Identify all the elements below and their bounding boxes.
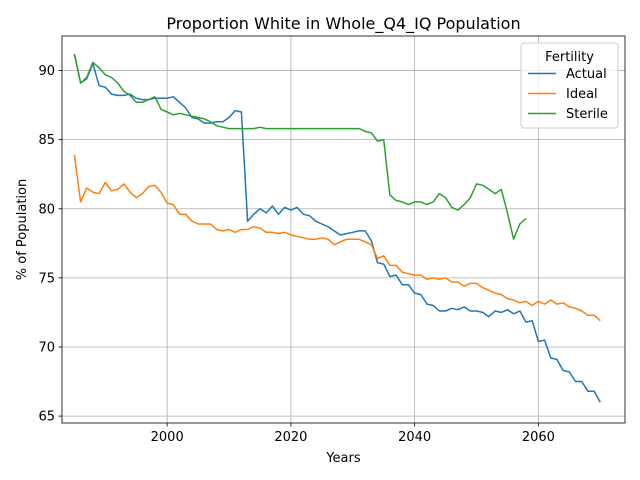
y-ticks: 65 70 75 80 85 90 (38, 64, 62, 425)
series-line-sterile (73, 53, 527, 240)
grid (62, 36, 625, 423)
y-tick-label: 90 (38, 64, 55, 79)
series-line-actual (73, 53, 601, 403)
y-tick-label: 80 (38, 202, 55, 217)
legend-title: Fertility (545, 50, 594, 65)
legend-label-sterile: Sterile (566, 107, 608, 122)
legend: Fertility Actual Ideal Sterile (520, 42, 619, 129)
y-axis-label: % of Population (15, 179, 30, 280)
legend-entries: Actual Ideal Sterile (528, 67, 608, 122)
chart-title: Proportion White in Whole_Q4_IQ Populati… (166, 14, 520, 34)
plot-frame (61, 35, 626, 424)
y-tick-label: 70 (38, 340, 55, 355)
series-lines (73, 53, 601, 403)
x-tick-label: 2020 (274, 430, 307, 445)
series-line-ideal (73, 154, 601, 322)
x-axis-label: Years (325, 451, 361, 466)
y-tick-label: 65 (38, 410, 55, 425)
y-tick-label: 75 (38, 271, 55, 286)
x-tick-label: 2060 (522, 430, 555, 445)
legend-label-actual: Actual (566, 67, 607, 82)
x-tick-label: 2040 (398, 430, 431, 445)
y-tick-label: 85 (38, 133, 55, 148)
x-tick-label: 2000 (151, 430, 184, 445)
legend-label-ideal: Ideal (566, 87, 598, 102)
legend-box (520, 42, 619, 129)
x-ticks: 2000 2020 2040 2060 (151, 423, 555, 445)
